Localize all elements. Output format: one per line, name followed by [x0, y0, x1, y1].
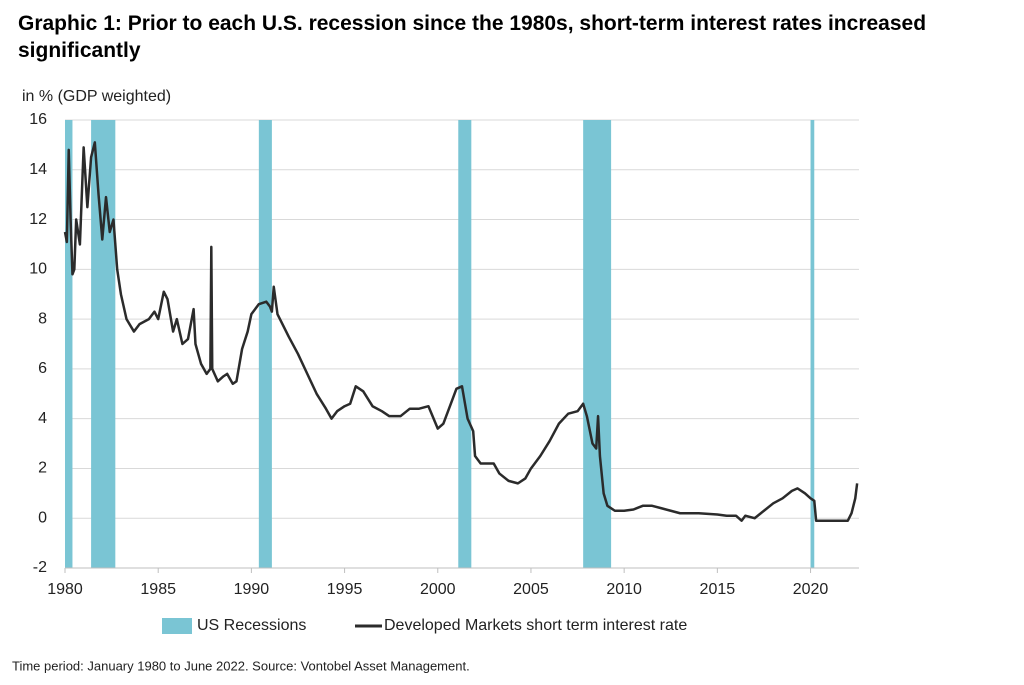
- recession-band: [258, 120, 272, 568]
- recession-band: [810, 120, 815, 568]
- y-tick-label: 12: [29, 211, 47, 228]
- legend-label: US Recessions: [197, 617, 306, 634]
- x-tick-label: 2005: [513, 581, 549, 598]
- chart-title: Graphic 1: Prior to each U.S. recession …: [18, 12, 927, 62]
- x-tick-label: 1985: [140, 581, 176, 598]
- x-tick-label: 1995: [327, 581, 363, 598]
- recession-band: [458, 120, 472, 568]
- legend-swatch: [162, 618, 192, 634]
- y-tick-label: 14: [29, 161, 47, 178]
- x-tick-label: 2010: [606, 581, 642, 598]
- series-line: [63, 141, 859, 522]
- footnote: Time period: January 1980 to June 2022. …: [12, 658, 470, 673]
- y-axis-label: in % (GDP weighted): [22, 88, 171, 105]
- y-tick-label: 6: [38, 360, 47, 377]
- x-tick-label: 2015: [700, 581, 736, 598]
- y-tick-label: 0: [38, 509, 47, 526]
- recession-band: [583, 120, 612, 568]
- y-tick-label: -2: [33, 559, 47, 576]
- x-tick-label: 1990: [234, 581, 270, 598]
- x-tick-label: 2020: [793, 581, 829, 598]
- y-tick-label: 8: [38, 310, 47, 327]
- legend-label: Developed Markets short term interest ra…: [384, 617, 687, 634]
- y-tick-label: 2: [38, 460, 47, 477]
- x-tick-label: 2000: [420, 581, 456, 598]
- y-tick-label: 4: [38, 410, 47, 427]
- y-tick-label: 16: [29, 111, 47, 128]
- x-tick-label: 1980: [47, 581, 83, 598]
- recession-band: [91, 120, 116, 568]
- y-tick-label: 10: [29, 261, 47, 278]
- recession-band: [65, 120, 73, 568]
